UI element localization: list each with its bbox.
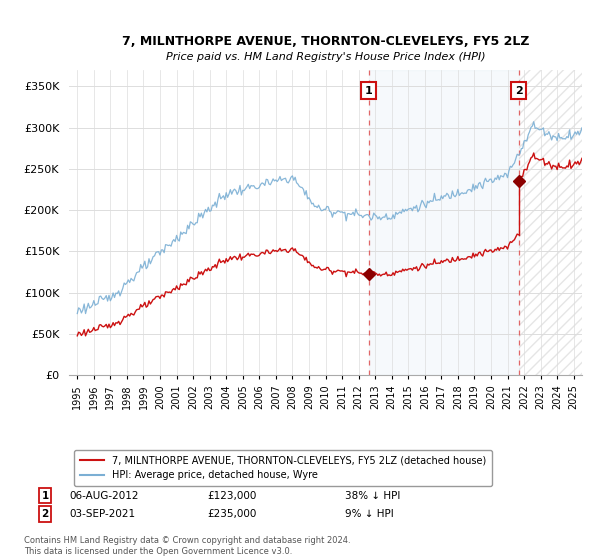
- Text: £123,000: £123,000: [207, 491, 256, 501]
- Text: 38% ↓ HPI: 38% ↓ HPI: [345, 491, 400, 501]
- Text: 03-SEP-2021: 03-SEP-2021: [69, 509, 135, 519]
- Text: 2: 2: [515, 86, 523, 96]
- Bar: [518, 70, 582, 375]
- Legend: 7, MILNTHORPE AVENUE, THORNTON-CLEVELEYS, FY5 2LZ (detached house), HPI: Average: 7, MILNTHORPE AVENUE, THORNTON-CLEVELEYS…: [74, 450, 492, 486]
- Text: 06-AUG-2012: 06-AUG-2012: [69, 491, 139, 501]
- Text: 2: 2: [41, 509, 49, 519]
- Text: 1: 1: [41, 491, 49, 501]
- Bar: [368, 70, 518, 375]
- Title: 7, MILNTHORPE AVENUE, THORNTON-CLEVELEYS, FY5 2LZ: 7, MILNTHORPE AVENUE, THORNTON-CLEVELEYS…: [122, 35, 529, 48]
- Text: Contains HM Land Registry data © Crown copyright and database right 2024.
This d: Contains HM Land Registry data © Crown c…: [24, 536, 350, 556]
- Text: 1: 1: [365, 86, 373, 96]
- Bar: [518, 70, 582, 375]
- Text: £235,000: £235,000: [207, 509, 256, 519]
- Text: Price paid vs. HM Land Registry's House Price Index (HPI): Price paid vs. HM Land Registry's House …: [166, 53, 485, 62]
- Text: 9% ↓ HPI: 9% ↓ HPI: [345, 509, 394, 519]
